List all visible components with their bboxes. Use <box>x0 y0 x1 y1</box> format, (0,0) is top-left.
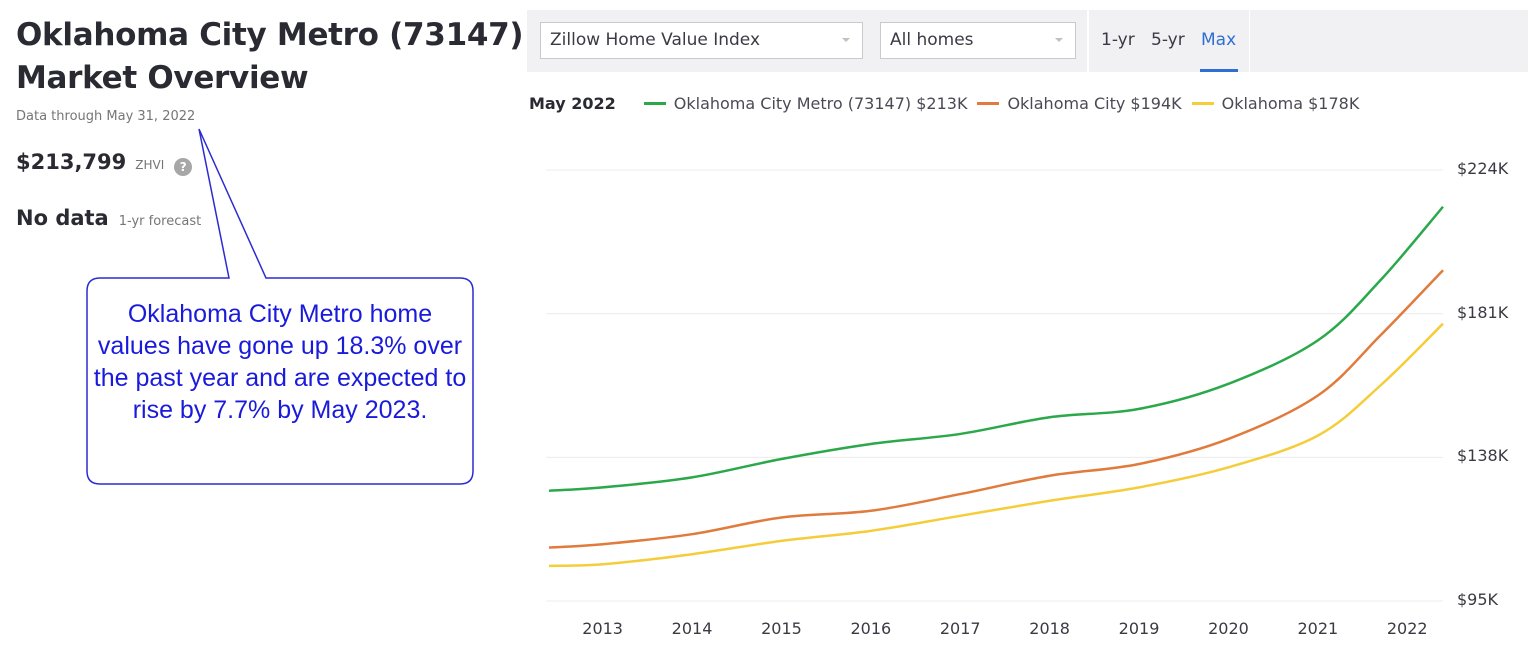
page-title-line2: Market Overview <box>16 60 309 96</box>
y-axis-label: $95K <box>1457 590 1499 609</box>
legend-label: Oklahoma $178K <box>1221 94 1360 113</box>
series-line <box>548 205 1444 492</box>
x-axis-label: 2022 <box>1386 619 1428 638</box>
series-line <box>548 269 1444 549</box>
range-bar <box>1089 10 1249 72</box>
home-type-select-value: All homes <box>890 30 974 50</box>
callout-text: Oklahoma City Metro home values have gon… <box>93 300 467 424</box>
x-axis-label: 2019 <box>1118 619 1160 638</box>
legend-date: May 2022 <box>529 94 616 113</box>
page-title: Oklahoma City Metro (73147) Market Overv… <box>16 14 524 100</box>
x-axis-label: 2016 <box>850 619 892 638</box>
controls-bar-filler <box>1250 10 1528 72</box>
chart-legend: May 2022 Oklahoma City Metro (73147) $21… <box>529 94 1369 113</box>
active-range-indicator <box>1200 69 1238 72</box>
chevron-down-icon <box>1055 38 1063 42</box>
legend-swatch-icon <box>977 102 1000 105</box>
y-axis-label: $138K <box>1457 446 1509 466</box>
x-axis-label: 2020 <box>1208 619 1249 638</box>
metric-select[interactable]: Zillow Home Value Index <box>540 22 863 59</box>
x-axis-label: 2013 <box>582 619 623 638</box>
legend-item-metro: Oklahoma City Metro (73147) $213K <box>643 94 968 113</box>
x-axis-label: 2017 <box>939 619 981 638</box>
metric-select-value: Zillow Home Value Index <box>550 30 761 50</box>
legend-swatch-icon <box>1191 102 1214 105</box>
legend-label: Oklahoma City $194K <box>1007 94 1182 113</box>
y-axis-label: $224K <box>1457 159 1509 178</box>
legend-swatch-icon <box>643 102 666 105</box>
chevron-down-icon <box>842 38 850 42</box>
legend-label: Oklahoma City Metro (73147) $213K <box>673 94 968 113</box>
x-axis-label: 2018 <box>1029 619 1070 638</box>
x-axis-label: 2015 <box>761 619 802 638</box>
chart-gridlines <box>546 169 1443 602</box>
legend-item-state: Oklahoma $178K <box>1191 94 1360 113</box>
x-axis-label: 2014 <box>671 619 713 638</box>
chart-lines <box>548 205 1444 568</box>
page-title-line1: Oklahoma City Metro (73147) <box>16 17 524 53</box>
range-button-5yr[interactable]: 5-yr <box>1151 30 1185 50</box>
range-button-1yr[interactable]: 1-yr <box>1101 30 1135 50</box>
range-button-max[interactable]: Max <box>1201 30 1237 50</box>
legend-item-city: Oklahoma City $194K <box>977 94 1182 113</box>
y-axis-label: $181K <box>1457 302 1509 322</box>
x-axis-label: 2021 <box>1297 619 1339 638</box>
home-type-select[interactable]: All homes <box>880 22 1076 59</box>
series-line <box>548 322 1444 568</box>
data-through-date: Data through May 31, 2022 <box>16 109 196 124</box>
